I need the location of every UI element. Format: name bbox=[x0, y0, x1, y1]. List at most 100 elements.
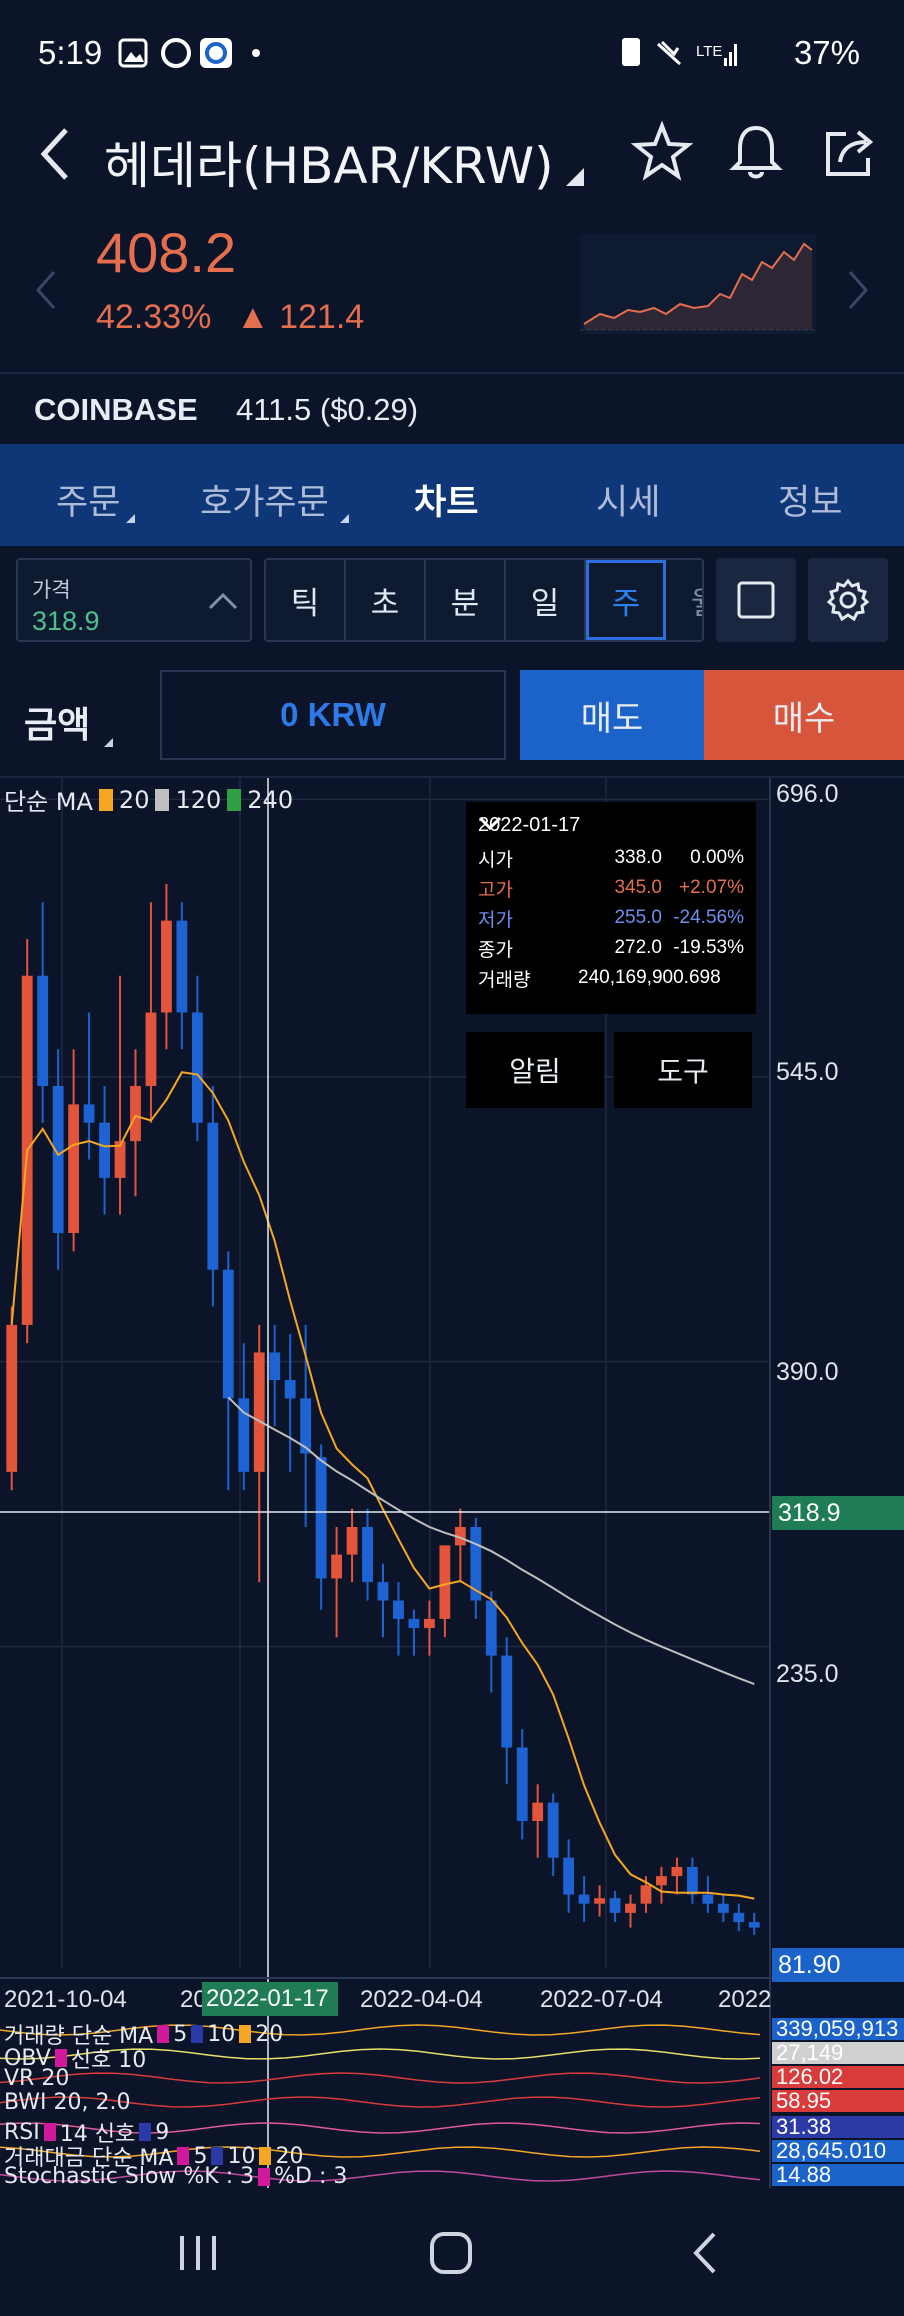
y-tick-label: 696.0 bbox=[776, 780, 839, 808]
status-bar: 5:19 LTE 37% bbox=[0, 0, 904, 100]
tooltip-row: 종가 272.0 -19.53% bbox=[478, 933, 744, 963]
indicator-name: 거래량 단순 MA bbox=[4, 2024, 154, 2049]
indicator-param: 10 bbox=[227, 2143, 256, 2169]
indicator-swatch bbox=[211, 2147, 224, 2165]
last-price-label: 81.90 bbox=[772, 1948, 904, 1982]
bell-icon[interactable] bbox=[724, 120, 788, 184]
exchange-price: 411.5 ($0.29) bbox=[236, 392, 419, 427]
interval-minute[interactable]: 분 bbox=[426, 560, 506, 640]
interval-week[interactable]: 주 bbox=[586, 560, 666, 640]
chart-area[interactable]: 단순 MA 20 120 240 696.0 545.0 390.0 235.0… bbox=[0, 776, 904, 2190]
candle-body bbox=[578, 1894, 590, 1904]
tooltip-pct: +2.07% bbox=[679, 877, 744, 898]
candle-body bbox=[547, 1802, 559, 1858]
indicator-label[interactable]: RSI 14 신호 9 bbox=[4, 2116, 169, 2148]
tab-order[interactable]: 주문 bbox=[56, 483, 121, 523]
candle-body bbox=[733, 1912, 745, 1923]
amount-label[interactable]: 금액 bbox=[24, 705, 91, 746]
tooltip-date: 2022-01-17 bbox=[478, 814, 581, 836]
indicator-param: 20 bbox=[255, 2021, 284, 2047]
y-tick-label: 235.0 bbox=[776, 1660, 839, 1688]
sell-button[interactable]: 매도 bbox=[520, 670, 704, 760]
ma-120-swatch bbox=[155, 788, 170, 811]
ma-20-line bbox=[10, 1071, 755, 1900]
candle-body bbox=[176, 920, 188, 1013]
tooltip-row: 고가 345.0 +2.07% bbox=[478, 873, 744, 903]
share-icon[interactable] bbox=[818, 120, 882, 184]
indicator-param: 5 bbox=[193, 2143, 208, 2169]
indicator-label[interactable]: VR 20 bbox=[4, 2066, 69, 2091]
ma-240-label: 240 bbox=[247, 785, 294, 814]
interval-second[interactable]: 초 bbox=[346, 560, 426, 640]
indicator-swatch bbox=[239, 2025, 252, 2043]
ma-120-label: 120 bbox=[175, 785, 222, 814]
price-summary: 408.2 42.33% ▲ 121.4 bbox=[0, 210, 904, 370]
candle-body bbox=[130, 1086, 141, 1142]
tab-market[interactable]: 시세 bbox=[596, 483, 661, 523]
crosshair-price-label: 318.9 bbox=[772, 1496, 904, 1530]
candle-body bbox=[408, 1618, 420, 1629]
header: 헤데라(HBAR/KRW) bbox=[0, 100, 904, 210]
interval-day[interactable]: 일 bbox=[506, 560, 586, 640]
tooltip-value: 255.0 bbox=[614, 907, 662, 928]
fullscreen-button[interactable] bbox=[716, 558, 796, 642]
exchange-row: COINBASE 411.5 ($0.29) bbox=[0, 372, 904, 444]
indicator-param: 14 신호 bbox=[59, 2122, 136, 2147]
indicator-swatch bbox=[191, 2025, 204, 2043]
interval-tick[interactable]: 틱 bbox=[266, 560, 346, 640]
buy-button[interactable]: 매수 bbox=[704, 670, 904, 760]
candle-body bbox=[516, 1747, 528, 1821]
candle-body bbox=[640, 1885, 652, 1904]
candle-body bbox=[222, 1269, 234, 1399]
indicator-label[interactable]: 거래량 단순 MA 5 10 20 bbox=[4, 2018, 283, 2050]
tools-button[interactable]: 도구 bbox=[614, 1032, 752, 1108]
back-icon[interactable] bbox=[36, 124, 76, 184]
tab-chart[interactable]: 차트 bbox=[414, 483, 479, 523]
indicator-label[interactable]: BWI 20, 2.0 bbox=[4, 2090, 131, 2115]
tooltip-pct: 0.00% bbox=[690, 847, 744, 868]
amount-dropdown-icon bbox=[104, 738, 113, 747]
indicator-label[interactable]: 거래대금 단순 MA 5 10 20 bbox=[4, 2140, 303, 2172]
indicator-swatch bbox=[157, 2025, 170, 2043]
chevron-down-icon[interactable] bbox=[564, 166, 586, 188]
notification-icons bbox=[118, 38, 260, 68]
candle-body bbox=[253, 1352, 265, 1472]
settings-button[interactable] bbox=[808, 558, 888, 642]
indicator-name: Stochastic Slow %K : 3 bbox=[4, 2164, 255, 2189]
tab-info[interactable]: 정보 bbox=[778, 483, 843, 523]
mini-chart bbox=[580, 234, 816, 334]
indicator-value: 126.02 bbox=[772, 2066, 904, 2088]
back-nav-icon[interactable] bbox=[690, 2230, 720, 2276]
exchange-name: COINBASE bbox=[34, 392, 198, 427]
amount-input[interactable]: 0 KRW bbox=[160, 670, 506, 760]
indicator-label[interactable]: OBV 신호 10 bbox=[4, 2042, 146, 2074]
signal-icons: LTE bbox=[622, 38, 737, 66]
ma-legend[interactable]: 단순 MA 20 120 240 bbox=[4, 782, 293, 817]
candle-body bbox=[748, 1922, 760, 1928]
indicator-label[interactable]: Stochastic Slow %K : 3 %D : 3 bbox=[4, 2164, 347, 2189]
candlestick-chart[interactable] bbox=[0, 778, 904, 2190]
price-selector[interactable]: 가격 318.9 bbox=[16, 558, 252, 642]
candle-body bbox=[594, 1898, 605, 1904]
indicator-param: 10 bbox=[207, 2021, 236, 2047]
chevron-down-icon[interactable] bbox=[478, 816, 502, 832]
star-icon[interactable] bbox=[630, 120, 694, 184]
tab-orderbook-order[interactable]: 호가주문 bbox=[200, 483, 329, 523]
indicator-param: %D : 3 bbox=[274, 2164, 348, 2189]
recent-apps-icon[interactable] bbox=[176, 2232, 222, 2274]
home-icon[interactable] bbox=[428, 2230, 474, 2276]
indicator-name: 거래대금 단순 MA bbox=[4, 2146, 174, 2171]
ohlc-tooltip: 2022-01-17 시가 338.0 0.00% 고가 345.0 +2.07% 저가 25… bbox=[466, 802, 756, 1014]
price-selector-value: 318.9 bbox=[32, 606, 100, 636]
indicator-swatch bbox=[177, 2147, 190, 2165]
alert-button[interactable]: 알림 bbox=[466, 1032, 604, 1108]
indicator-line bbox=[0, 2122, 761, 2134]
page-title: 헤데라(HBAR/KRW) bbox=[104, 137, 554, 195]
prev-arrow-icon[interactable] bbox=[34, 268, 58, 312]
indicator-value: 339,059,913 bbox=[772, 2018, 904, 2040]
interval-month[interactable]: 월 bbox=[666, 560, 702, 640]
candle-body bbox=[145, 1012, 157, 1086]
candle-body bbox=[423, 1618, 435, 1629]
candle-body bbox=[470, 1527, 482, 1601]
next-arrow-icon[interactable] bbox=[846, 268, 870, 312]
